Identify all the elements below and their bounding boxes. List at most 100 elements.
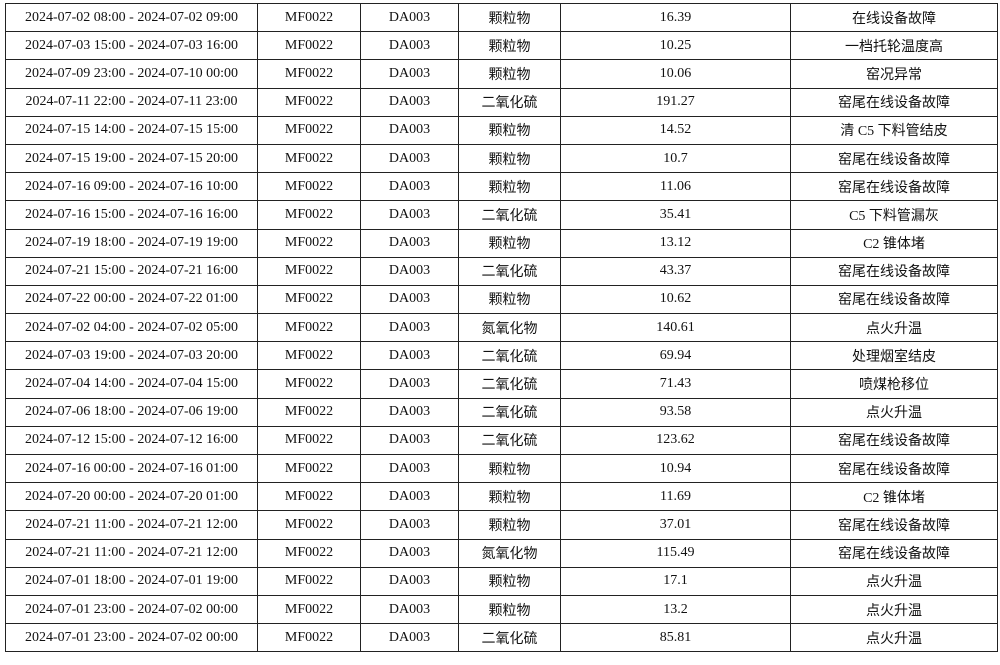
outlet-code-cell: MF0022: [257, 172, 361, 202]
time-range-cell: 2024-07-22 00:00 - 2024-07-22 01:00: [5, 284, 258, 315]
table-row: 2024-07-02 04:00 - 2024-07-02 05:00 MF002…: [5, 313, 998, 343]
pollutant-cell: 二氧化硫: [458, 87, 561, 117]
table-row: 2024-07-20 00:00 - 2024-07-20 01:00 MF002…: [5, 482, 998, 512]
table-row: 2024-07-01 23:00 - 2024-07-02 00:00 MF002…: [5, 623, 998, 653]
outlet-code-cell: MF0022: [257, 313, 361, 343]
pollutant-cell: 二氧化硫: [458, 425, 561, 456]
table-row: 2024-07-02 08:00 - 2024-07-02 09:00 MF002…: [5, 2, 998, 33]
outlet-code-cell: MF0022: [257, 482, 361, 512]
reason-cell: 窑况异常: [790, 59, 998, 89]
outlet-code-cell: MF0022: [257, 256, 361, 286]
table-row: 2024-07-01 23:00 - 2024-07-02 00:00 MF002…: [5, 594, 998, 625]
point-code-cell: DA003: [360, 59, 459, 89]
reason-cell: C2 锥体堵: [790, 482, 998, 512]
value-cell: 16.39: [560, 2, 791, 33]
value-cell: 35.41: [560, 200, 791, 230]
table-row: 2024-07-15 14:00 - 2024-07-15 15:00 MF002…: [5, 115, 998, 145]
time-range-cell: 2024-07-15 14:00 - 2024-07-15 15:00: [5, 115, 258, 145]
time-range-cell: 2024-07-11 22:00 - 2024-07-11 23:00: [5, 87, 258, 117]
pollutant-cell: 颗粒物: [458, 594, 561, 625]
outlet-code-cell: MF0022: [257, 59, 361, 89]
reason-cell: 处理烟室结皮: [790, 341, 998, 371]
reason-cell: 窑尾在线设备故障: [790, 284, 998, 315]
reason-cell: 清 C5 下料管结皮: [790, 115, 998, 145]
value-cell: 11.06: [560, 172, 791, 202]
pollutant-cell: 二氧化硫: [458, 200, 561, 230]
reason-cell: 窑尾在线设备故障: [790, 538, 998, 568]
time-range-cell: 2024-07-09 23:00 - 2024-07-10 00:00: [5, 59, 258, 89]
reason-cell: 窑尾在线设备故障: [790, 87, 998, 117]
point-code-cell: DA003: [360, 284, 459, 315]
point-code-cell: DA003: [360, 87, 459, 117]
value-cell: 85.81: [560, 623, 791, 653]
pollutant-cell: 二氧化硫: [458, 623, 561, 653]
pollutant-cell: 颗粒物: [458, 2, 561, 33]
point-code-cell: DA003: [360, 228, 459, 258]
outlet-code-cell: MF0022: [257, 200, 361, 230]
pollutant-cell: 颗粒物: [458, 284, 561, 315]
table-row: 2024-07-19 18:00 - 2024-07-19 19:00 MF002…: [5, 228, 998, 258]
time-range-cell: 2024-07-01 23:00 - 2024-07-02 00:00: [5, 623, 258, 653]
point-code-cell: DA003: [360, 172, 459, 202]
point-code-cell: DA003: [360, 200, 459, 230]
reason-cell: 点火升温: [790, 566, 998, 596]
pollutant-cell: 颗粒物: [458, 143, 561, 174]
outlet-code-cell: MF0022: [257, 87, 361, 117]
pollutant-cell: 颗粒物: [458, 172, 561, 202]
reason-cell: 在线设备故障: [790, 2, 998, 33]
point-code-cell: DA003: [360, 115, 459, 145]
data-table: 2024-07-02 08:00 - 2024-07-02 09:00 MF002…: [5, 2, 998, 653]
reason-cell: 窑尾在线设备故障: [790, 453, 998, 484]
table-row: 2024-07-21 15:00 - 2024-07-21 16:00 MF002…: [5, 256, 998, 286]
value-cell: 10.7: [560, 143, 791, 174]
value-cell: 11.69: [560, 482, 791, 512]
outlet-code-cell: MF0022: [257, 594, 361, 625]
time-range-cell: 2024-07-06 18:00 - 2024-07-06 19:00: [5, 397, 258, 427]
value-cell: 14.52: [560, 115, 791, 145]
outlet-code-cell: MF0022: [257, 341, 361, 371]
table-row: 2024-07-16 00:00 - 2024-07-16 01:00 MF002…: [5, 453, 998, 484]
value-cell: 191.27: [560, 87, 791, 117]
outlet-code-cell: MF0022: [257, 538, 361, 568]
pollutant-cell: 颗粒物: [458, 482, 561, 512]
point-code-cell: DA003: [360, 369, 459, 399]
table-row: 2024-07-21 11:00 - 2024-07-21 12:00 MF002…: [5, 510, 998, 540]
table-row: 2024-07-16 09:00 - 2024-07-16 10:00 MF002…: [5, 172, 998, 202]
point-code-cell: DA003: [360, 341, 459, 371]
table-row: 2024-07-11 22:00 - 2024-07-11 23:00 MF002…: [5, 87, 998, 117]
pollutant-cell: 颗粒物: [458, 228, 561, 258]
pollutant-cell: 二氧化硫: [458, 397, 561, 427]
value-cell: 10.06: [560, 59, 791, 89]
point-code-cell: DA003: [360, 594, 459, 625]
reason-cell: 窑尾在线设备故障: [790, 143, 998, 174]
reason-cell: 窑尾在线设备故障: [790, 510, 998, 540]
outlet-code-cell: MF0022: [257, 397, 361, 427]
time-range-cell: 2024-07-20 00:00 - 2024-07-20 01:00: [5, 482, 258, 512]
outlet-code-cell: MF0022: [257, 228, 361, 258]
reason-cell: 喷煤枪移位: [790, 369, 998, 399]
time-range-cell: 2024-07-21 11:00 - 2024-07-21 12:00: [5, 510, 258, 540]
pollutant-cell: 氮氧化物: [458, 538, 561, 568]
value-cell: 115.49: [560, 538, 791, 568]
outlet-code-cell: MF0022: [257, 453, 361, 484]
time-range-cell: 2024-07-16 00:00 - 2024-07-16 01:00: [5, 453, 258, 484]
time-range-cell: 2024-07-15 19:00 - 2024-07-15 20:00: [5, 143, 258, 174]
reason-cell: C5 下料管漏灰: [790, 200, 998, 230]
table-row: 2024-07-06 18:00 - 2024-07-06 19:00 MF002…: [5, 397, 998, 427]
time-range-cell: 2024-07-03 19:00 - 2024-07-03 20:00: [5, 341, 258, 371]
pollutant-cell: 颗粒物: [458, 31, 561, 61]
table-row: 2024-07-09 23:00 - 2024-07-10 00:00 MF002…: [5, 59, 998, 89]
point-code-cell: DA003: [360, 313, 459, 343]
point-code-cell: DA003: [360, 482, 459, 512]
value-cell: 10.94: [560, 453, 791, 484]
outlet-code-cell: MF0022: [257, 284, 361, 315]
value-cell: 43.37: [560, 256, 791, 286]
outlet-code-cell: MF0022: [257, 425, 361, 456]
time-range-cell: 2024-07-02 04:00 - 2024-07-02 05:00: [5, 313, 258, 343]
outlet-code-cell: MF0022: [257, 369, 361, 399]
point-code-cell: DA003: [360, 538, 459, 568]
time-range-cell: 2024-07-21 11:00 - 2024-07-21 12:00: [5, 538, 258, 568]
point-code-cell: DA003: [360, 425, 459, 456]
time-range-cell: 2024-07-03 15:00 - 2024-07-03 16:00: [5, 31, 258, 61]
point-code-cell: DA003: [360, 31, 459, 61]
